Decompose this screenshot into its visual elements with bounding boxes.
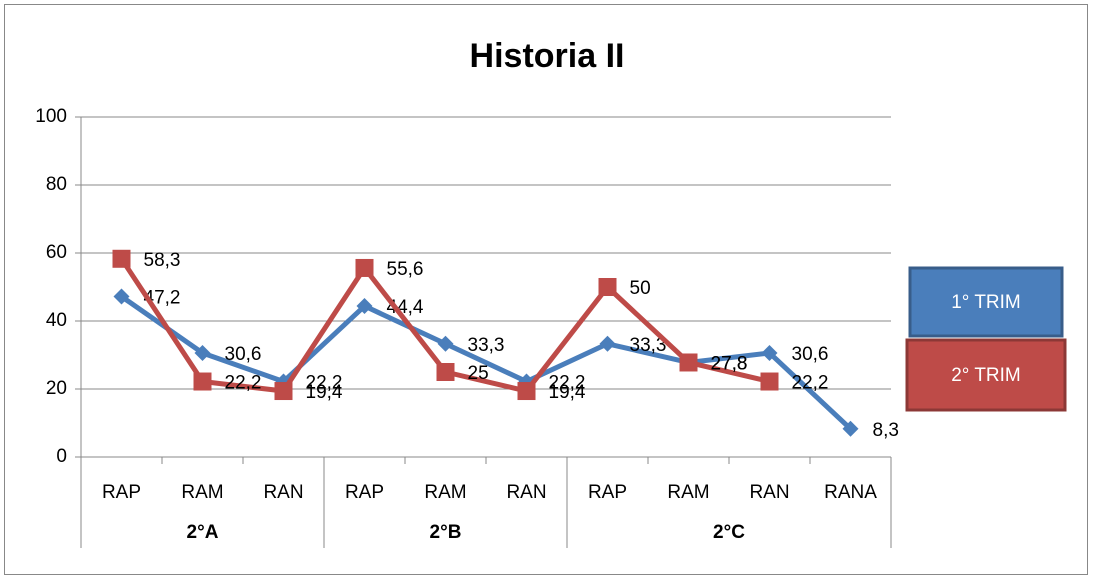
legend-box	[905, 338, 1067, 412]
data-label: 44,4	[387, 297, 424, 318]
x-tick-label: RAM	[667, 482, 709, 503]
marker	[599, 335, 616, 352]
marker	[274, 382, 293, 401]
data-label: 33,3	[630, 335, 667, 356]
data-label: 30,6	[225, 344, 262, 365]
y-tick-label: 0	[56, 446, 67, 467]
marker	[113, 288, 130, 305]
group-label: 2°C	[713, 522, 745, 543]
marker	[437, 335, 454, 352]
marker	[842, 420, 859, 437]
x-tick-label: RAP	[345, 482, 384, 503]
y-tick-label: 20	[46, 378, 67, 399]
marker	[760, 372, 779, 391]
data-label: 22,2	[792, 373, 829, 394]
group-label: 2°A	[187, 522, 219, 543]
x-tick-label: RAN	[749, 482, 789, 503]
x-tick-label: RANA	[824, 482, 877, 503]
data-label: 25	[468, 363, 489, 384]
x-tick-label: RAP	[102, 482, 141, 503]
data-label: 22,2	[549, 373, 586, 394]
x-tick-label: RAM	[424, 482, 466, 503]
data-label: 8,3	[873, 420, 899, 441]
data-label: 55,6	[387, 259, 424, 280]
marker	[517, 382, 536, 401]
chart-frame	[4, 4, 1088, 575]
data-label: 27,8	[711, 353, 748, 374]
marker	[193, 372, 212, 391]
group-label: 2°B	[430, 522, 462, 543]
series-line	[120, 294, 853, 431]
data-label: 50	[630, 278, 651, 299]
marker	[356, 298, 373, 315]
marker	[679, 353, 698, 372]
x-tick-label: RAP	[588, 482, 627, 503]
marker	[355, 258, 374, 277]
y-tick-label: 100	[35, 106, 67, 127]
x-tick-label: RAM	[181, 482, 223, 503]
marker	[194, 344, 211, 361]
y-tick-label: 80	[46, 174, 67, 195]
data-label: 30,6	[792, 344, 829, 365]
marker	[112, 249, 131, 268]
chart-title: Historia II	[470, 37, 625, 75]
legend-label: 2° TRIM	[951, 365, 1021, 386]
data-label: 22,2	[225, 373, 262, 394]
data-label: 19,4	[306, 382, 343, 403]
legend-label: 1° TRIM	[951, 292, 1021, 313]
data-label: 22,2	[306, 373, 343, 394]
x-tick-label: RAN	[263, 482, 303, 503]
y-tick-label: 60	[46, 242, 67, 263]
legend-box	[908, 266, 1064, 338]
marker	[436, 363, 455, 381]
marker	[598, 278, 617, 296]
x-tick-label: RAN	[506, 482, 546, 503]
data-label: 33,3	[468, 335, 505, 356]
data-label: 19,4	[549, 382, 586, 403]
marker	[761, 344, 778, 361]
y-tick-label: 40	[46, 310, 67, 331]
data-label: 58,3	[144, 250, 181, 271]
